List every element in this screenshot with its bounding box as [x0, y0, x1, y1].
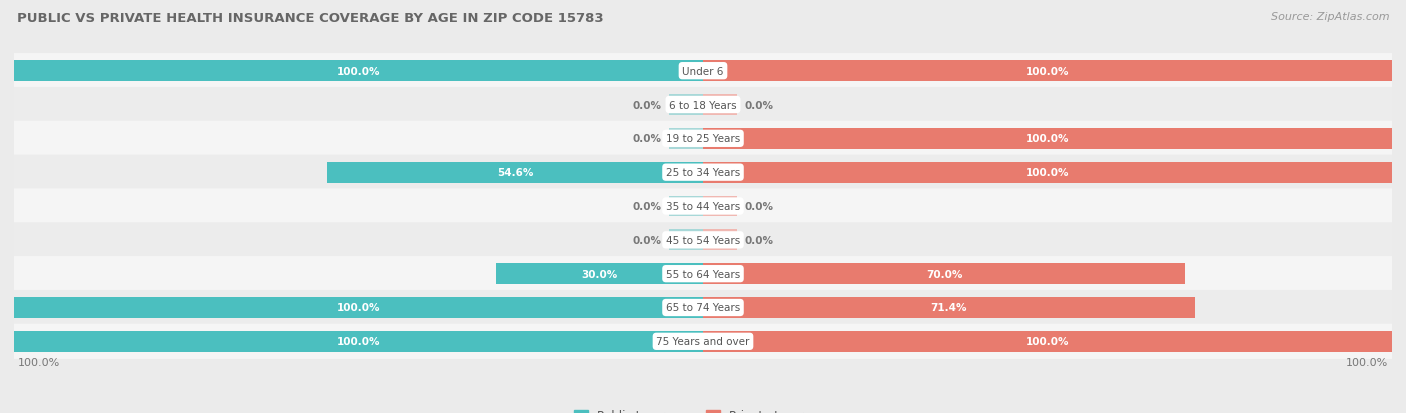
Text: 45 to 54 Years: 45 to 54 Years — [666, 235, 740, 245]
Bar — [703, 61, 1392, 82]
Bar — [703, 162, 1392, 183]
Text: 100.0%: 100.0% — [337, 303, 380, 313]
Bar — [669, 128, 703, 150]
Text: 25 to 34 Years: 25 to 34 Years — [666, 168, 740, 178]
Text: 100.0%: 100.0% — [1026, 66, 1069, 76]
Bar — [703, 263, 1185, 285]
Text: 35 to 44 Years: 35 to 44 Years — [666, 202, 740, 211]
Text: Source: ZipAtlas.com: Source: ZipAtlas.com — [1271, 12, 1389, 22]
Text: 65 to 74 Years: 65 to 74 Years — [666, 303, 740, 313]
FancyBboxPatch shape — [14, 121, 1392, 157]
Bar — [496, 263, 703, 285]
Text: PUBLIC VS PRIVATE HEALTH INSURANCE COVERAGE BY AGE IN ZIP CODE 15783: PUBLIC VS PRIVATE HEALTH INSURANCE COVER… — [17, 12, 603, 25]
Bar — [703, 196, 738, 217]
Text: 6 to 18 Years: 6 to 18 Years — [669, 100, 737, 110]
Text: 0.0%: 0.0% — [744, 235, 773, 245]
Bar — [669, 230, 703, 251]
FancyBboxPatch shape — [14, 223, 1392, 258]
Text: 71.4%: 71.4% — [931, 303, 967, 313]
Bar — [703, 95, 738, 116]
FancyBboxPatch shape — [14, 54, 1392, 89]
FancyBboxPatch shape — [14, 189, 1392, 224]
Bar — [669, 196, 703, 217]
Bar — [669, 95, 703, 116]
Text: 100.0%: 100.0% — [1026, 134, 1069, 144]
Bar — [14, 331, 703, 352]
Text: 54.6%: 54.6% — [496, 168, 533, 178]
Text: 70.0%: 70.0% — [927, 269, 962, 279]
Text: 19 to 25 Years: 19 to 25 Years — [666, 134, 740, 144]
Text: 0.0%: 0.0% — [744, 100, 773, 110]
Text: Under 6: Under 6 — [682, 66, 724, 76]
Text: 100.0%: 100.0% — [1026, 337, 1069, 347]
Text: 100.0%: 100.0% — [337, 337, 380, 347]
Text: 55 to 64 Years: 55 to 64 Years — [666, 269, 740, 279]
Text: 100.0%: 100.0% — [1026, 168, 1069, 178]
FancyBboxPatch shape — [14, 88, 1392, 123]
FancyBboxPatch shape — [14, 290, 1392, 325]
Bar — [14, 61, 703, 82]
Text: 30.0%: 30.0% — [582, 269, 617, 279]
Bar — [703, 128, 1392, 150]
Legend: Public Insurance, Private Insurance: Public Insurance, Private Insurance — [569, 404, 837, 413]
Bar — [14, 297, 703, 318]
Bar — [703, 331, 1392, 352]
FancyBboxPatch shape — [14, 324, 1392, 359]
Text: 0.0%: 0.0% — [633, 202, 662, 211]
Bar — [703, 297, 1195, 318]
Text: 0.0%: 0.0% — [633, 100, 662, 110]
Text: 100.0%: 100.0% — [1347, 357, 1389, 367]
Text: 0.0%: 0.0% — [633, 235, 662, 245]
Text: 100.0%: 100.0% — [337, 66, 380, 76]
Text: 0.0%: 0.0% — [633, 134, 662, 144]
Text: 75 Years and over: 75 Years and over — [657, 337, 749, 347]
Text: 0.0%: 0.0% — [744, 202, 773, 211]
Bar — [703, 230, 738, 251]
FancyBboxPatch shape — [14, 155, 1392, 190]
FancyBboxPatch shape — [14, 256, 1392, 292]
Bar — [326, 162, 703, 183]
Text: 100.0%: 100.0% — [17, 357, 59, 367]
